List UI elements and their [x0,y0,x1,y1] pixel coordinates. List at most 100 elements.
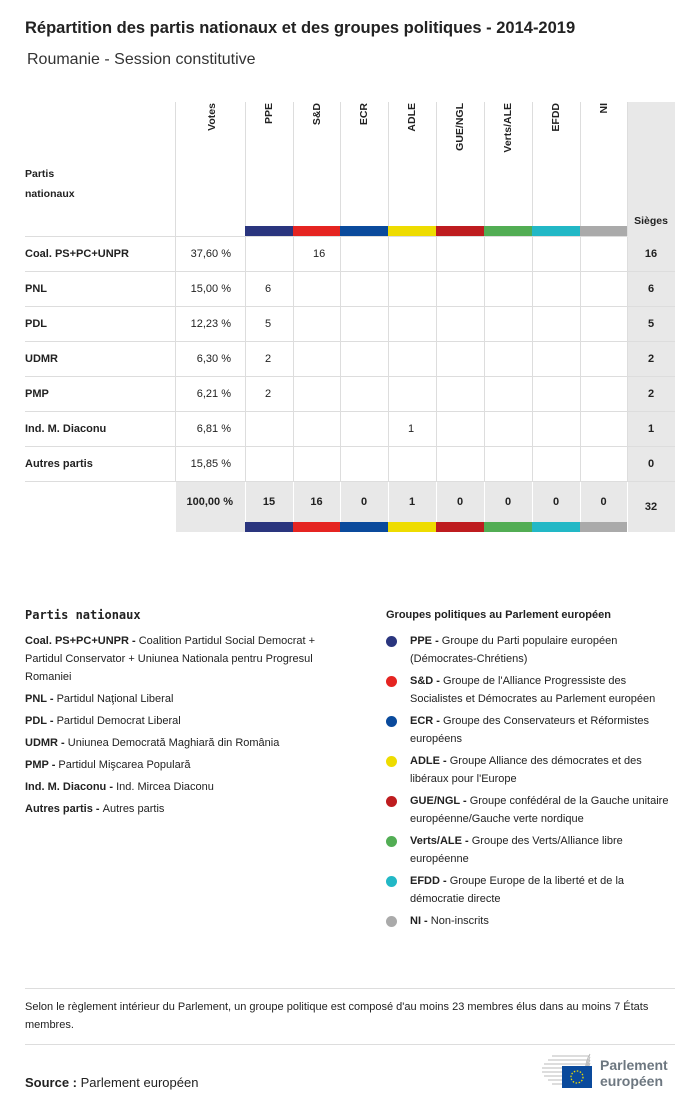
party-name: PMP [25,388,49,400]
party-abbr: PMP [25,759,49,771]
party-name: PDL [25,318,47,330]
group-column-header: Verts/ALE [502,103,514,153]
group-color-dot-icon [386,876,397,887]
legend-party-item: Autres partis - Autres partis [25,803,165,815]
group-full-name: Groupe Europe de la liberté et de la dém… [410,875,625,905]
hemicycle-logo-icon: Parlement européen [542,1053,668,1089]
group-column-header: ADLE [406,103,418,132]
legend-group-item: EFDD - Groupe Europe de la liberté et de… [386,872,676,908]
group-column-header: PPE [263,103,275,125]
logo-text-1: Parlement [600,1057,668,1073]
group-color-bar [340,522,388,532]
group-color-bar [532,226,580,236]
legend-party-item: UDMR - Uniunea Democrată Maghiară din Ro… [25,737,280,749]
source-value: Parlement européen [80,1075,199,1090]
group-color-bar [388,522,436,532]
source: Source : Parlement européen [25,1075,198,1090]
legend-group-item: ADLE - Groupe Alliance des démocrates et… [386,752,676,788]
group-color-bar [532,522,580,532]
party-name: UDMR [25,353,58,365]
group-seats-total: 15 [262,496,276,508]
group-color-dot-icon [386,636,397,647]
group-color-bar [580,522,627,532]
party-name: Ind. M. Diaconu [25,423,107,435]
seats-column-header: Sièges [634,215,668,227]
group-full-name: Groupe du Parti populaire européen (Démo… [410,635,618,665]
group-column-header: NI [597,103,610,114]
group-abbr: ADLE [410,755,440,767]
votes-value: 6,21 % [196,388,231,400]
source-label: Source : [25,1075,78,1090]
group-seats-total: 0 [600,496,607,508]
seats-total: 6 [647,283,655,295]
footnote: Selon le règlement intérieur du Parlemen… [25,988,675,1045]
group-column-header: EFDD [550,103,562,132]
group-abbr: PPE [410,635,433,647]
page-title: Répartition des partis nationaux et des … [25,19,576,37]
group-full-name: Groupe des Conservateurs et Réformistes … [410,715,650,745]
group-full-name: Non-inscrits [430,915,489,927]
group-color-dot-icon [386,796,397,807]
group-color-bar [436,522,484,532]
group-seats-total: 0 [456,496,464,508]
group-full-name: Groupe confédéral de la Gauche unitaire … [410,795,669,825]
group-color-bar [293,522,340,532]
table-header: Partis nationaux Votes PPE S&D ECR ADLE GUE/NG… [25,102,675,237]
group-seats: 1 [408,423,415,435]
legend-group-item: NI - Non-inscrits [386,912,676,930]
group-color-dot-icon [386,716,397,727]
seats-table: Partis nationaux Votes PPE S&D ECR ADLE GUE/NG… [25,102,675,532]
table-row: Coal. PS+PC+UNPR 37,60 % 16 16 [25,237,675,272]
party-abbr: Autres partis [25,803,93,815]
group-full-name: Groupe des Verts/Alliance libre européen… [410,835,623,865]
party-full-name: Partidul Mişcarea Populară [58,759,191,771]
group-color-dot-icon [386,676,397,687]
party-full-name: Partidul Democrat Liberal [56,715,181,727]
grand-total: 32 [644,501,658,513]
legend-group-item: Verts/ALE - Groupe des Verts/Alliance li… [386,832,676,868]
votes-value: 6,81 % [196,423,231,435]
legend-party-item: Coal. PS+PC+UNPR - Coalition Partidul So… [25,635,316,683]
seats-total: 5 [647,318,655,330]
party-name: Coal. PS+PC+UNPR [25,248,129,260]
group-abbr: EFDD [410,875,440,887]
group-seats-total: 0 [360,496,368,508]
votes-total: 100,00 % [186,496,233,508]
totals-row: 100,00 % 15 16 0 1 0 0 0 0 32 [25,482,675,532]
party-name: PNL [25,283,47,295]
party-column-header: Partis nationaux [25,168,75,200]
group-color-dot-icon [386,756,397,767]
party-abbr: Coal. PS+PC+UNPR [25,635,129,647]
legend-group-item: GUE/NGL - Groupe confédéral de la Gauche… [386,792,676,828]
party-abbr: Ind. M. Diaconu [25,781,107,793]
legend-parties: Partis nationaux Coal. PS+PC+UNPR - Coal… [25,606,355,822]
table-row: UDMR 6,30 % 2 2 [25,342,675,377]
table-row: Ind. M. Diaconu 6,81 % 1 1 [25,412,675,447]
group-color-bar [580,226,627,236]
group-column-header: S&D [310,103,323,126]
table-row: PNL 15,00 % 6 6 [25,272,675,307]
party-abbr: PNL [25,693,47,705]
group-color-bar [245,522,293,532]
seats-total: 16 [644,248,658,260]
group-full-name: Groupe Alliance des démocrates et des li… [410,755,642,785]
party-full-name: Uniunea Democrată Maghiară din România [67,737,280,749]
group-color-bar [340,226,388,236]
group-seats: 16 [313,248,326,260]
votes-value: 15,00 % [190,283,231,295]
party-abbr: UDMR [25,737,58,749]
legend-party-item: PNL - Partidul Naţional Liberal [25,693,174,705]
party-name: Autres partis [25,458,93,470]
votes-column-header: Votes [206,103,218,131]
group-color-bar [293,226,340,236]
logo-text-2: européen [600,1073,663,1089]
seats-total: 2 [647,353,655,365]
seats-total: 1 [647,423,655,435]
group-full-name: Groupe de l'Alliance Progressiste des So… [410,675,656,705]
group-color-bar [245,226,293,236]
votes-value: 12,23 % [190,318,231,330]
legend-party-item: PMP - Partidul Mişcarea Populară [25,759,191,771]
group-seats-total: 0 [552,496,560,508]
legend-party-item: PDL - Partidul Democrat Liberal [25,715,181,727]
group-column-header: ECR [358,103,370,126]
